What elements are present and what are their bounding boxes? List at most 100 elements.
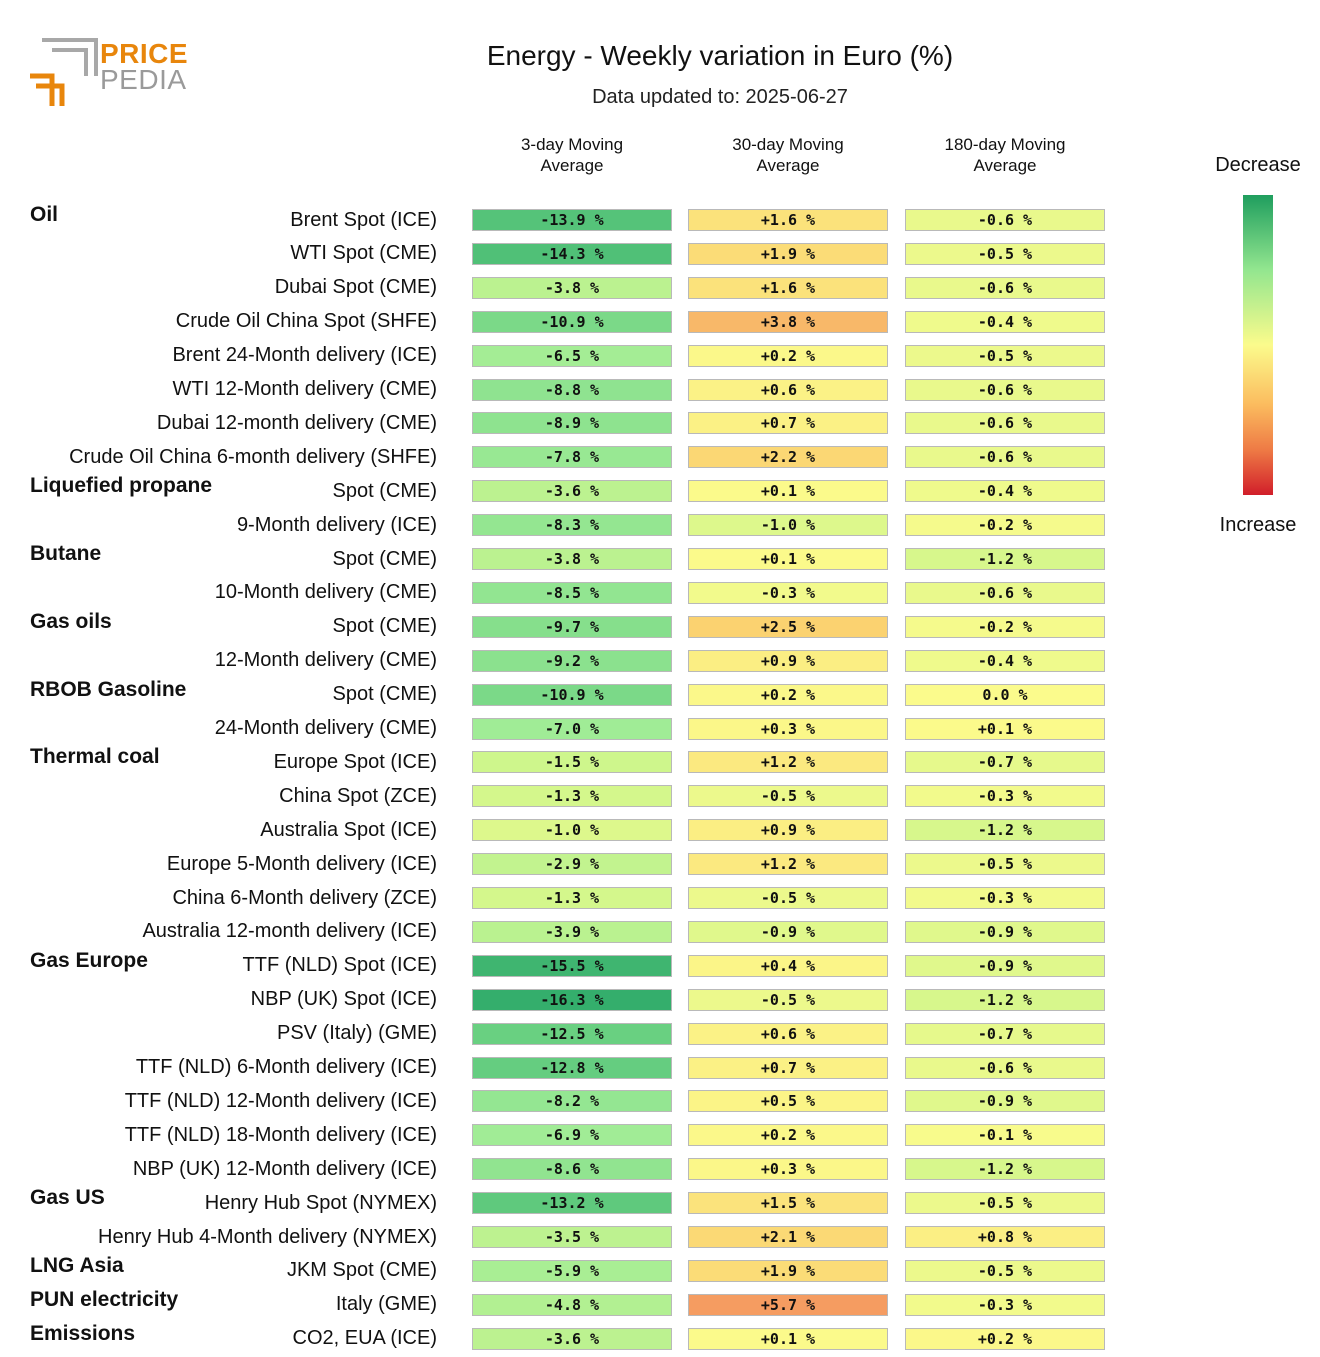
row-label: PSV (Italy) (GME): [276, 1022, 437, 1045]
heatmap-cell: -1.2 %: [905, 819, 1105, 842]
heatmap-cell: -3.8 %: [472, 276, 672, 299]
heatmap-cell: +0.1 %: [688, 480, 888, 503]
heatmap-cell: +1.2 %: [688, 751, 888, 774]
heatmap-cell: 0.0 %: [905, 683, 1105, 706]
heatmap-cell: -0.5 %: [905, 344, 1105, 367]
row-label: Brent 24-Month delivery (ICE): [172, 344, 437, 367]
heatmap-cell: -10.9 %: [472, 310, 672, 333]
heatmap-cell: -15.5 %: [472, 954, 672, 977]
heatmap-cell: +1.2 %: [688, 853, 888, 876]
heatmap-cell: -0.6 %: [905, 446, 1105, 469]
group-label: LNG Asia: [30, 1253, 124, 1277]
heatmap-cell: -1.2 %: [905, 548, 1105, 570]
heatmap-cell: +0.6 %: [688, 378, 888, 401]
heatmap-cell: -0.5 %: [905, 853, 1105, 876]
heatmap-cell: -8.6 %: [472, 1158, 672, 1181]
heatmap-cell: +0.2 %: [688, 344, 888, 367]
heatmap-cell: +0.7 %: [688, 1056, 888, 1079]
heatmap-cell: +0.1 %: [905, 717, 1105, 740]
row-label: TTF (NLD) 6-Month delivery (ICE): [135, 1056, 437, 1078]
heatmap-cell: -0.5 %: [688, 988, 888, 1011]
heatmap-cell: +2.2 %: [688, 446, 888, 469]
heatmap-cell: +2.5 %: [688, 615, 888, 638]
legend-decrease-label: Decrease: [1215, 154, 1301, 176]
heatmap-cell: -0.5 %: [688, 785, 888, 808]
heatmap-cell: +0.9 %: [688, 649, 888, 672]
row-label: Italy (GME): [335, 1293, 437, 1316]
heatmap-cell: +0.4 %: [688, 954, 888, 977]
group-label: Thermal coal: [30, 745, 160, 769]
heatmap-cell: -0.5 %: [905, 242, 1105, 265]
heatmap-cell: -14.3 %: [472, 242, 672, 265]
heatmap-cell: -1.2 %: [905, 988, 1105, 1011]
group-label: Oil: [30, 203, 59, 226]
logo-text-price: PRICE: [100, 38, 189, 69]
heatmap-cell: -8.9 %: [472, 412, 672, 435]
row-label: Brent Spot (ICE): [290, 208, 437, 231]
heatmap-cell: -0.6 %: [905, 209, 1105, 231]
row-label: TTF (NLD) 12-Month delivery (ICE): [124, 1089, 437, 1112]
heatmap-cell: -10.9 %: [472, 683, 672, 706]
chart-subtitle: Data updated to: 2025-06-27: [592, 86, 848, 108]
heatmap-cell: +2.1 %: [688, 1226, 888, 1248]
row-label: China 6-Month delivery (ZCE): [172, 886, 437, 909]
heatmap-cell: -3.6 %: [472, 1327, 672, 1350]
heatmap-cell: -3.9 %: [472, 920, 672, 943]
heatmap-cell: +0.2 %: [688, 1124, 888, 1147]
group-label: Gas Europe: [30, 948, 148, 972]
heatmap-cell: +0.3 %: [688, 717, 888, 740]
group-label: Gas oils: [30, 609, 112, 633]
heatmap-cell: -13.9 %: [472, 209, 672, 231]
heatmap-cell: -0.6 %: [905, 581, 1105, 604]
row-label: 12-Month delivery (CME): [214, 649, 437, 672]
row-label: Henry Hub Spot (NYMEX): [204, 1191, 437, 1214]
heatmap-cell: +3.8 %: [688, 310, 888, 333]
row-label: Crude Oil China Spot (SHFE): [175, 310, 437, 333]
heatmap-cell: -1.3 %: [472, 785, 672, 808]
row-label: Spot (CME): [332, 479, 437, 502]
heatmap-cell: +0.2 %: [688, 683, 888, 706]
group-label: Emissions: [30, 1321, 136, 1345]
heatmap-cell: -2.9 %: [472, 853, 672, 876]
heatmap-cell: -8.2 %: [472, 1090, 672, 1113]
heatmap-cell: -6.9 %: [472, 1124, 672, 1147]
row-label: 9-Month delivery (ICE): [236, 513, 437, 536]
logo-text-pedia: PEDIA: [100, 64, 187, 95]
heatmap-cell: -7.8 %: [472, 446, 672, 469]
heatmap-cell: +0.2 %: [905, 1327, 1105, 1350]
row-label: CO2, EUA (ICE): [292, 1327, 437, 1350]
group-label: PUN electricity: [30, 1287, 179, 1311]
heatmap-cell: -0.2 %: [905, 514, 1105, 537]
column-header: 30-day Moving Average: [732, 135, 844, 175]
heatmap-cell: +1.9 %: [688, 242, 888, 265]
row-label: Europe 5-Month delivery (ICE): [166, 852, 437, 875]
heatmap-cell: -0.6 %: [905, 276, 1105, 299]
heatmap-cell: -13.2 %: [472, 1192, 672, 1215]
heatmap-cell: -12.8 %: [472, 1056, 672, 1079]
heatmap-cell: -7.0 %: [472, 717, 672, 740]
heatmap-cell: -0.6 %: [905, 1056, 1105, 1079]
heatmap-cell: +1.6 %: [688, 276, 888, 299]
group-label: Butane: [30, 542, 102, 565]
row-label: Spot (CME): [332, 547, 437, 570]
heatmap-cell: +0.5 %: [688, 1090, 888, 1113]
heatmap-cell: -0.2 %: [905, 615, 1105, 638]
heatmap-cell: -6.5 %: [472, 344, 672, 367]
heatmap-cell: -0.3 %: [905, 1293, 1105, 1316]
heatmap-cell: -0.5 %: [905, 1259, 1105, 1282]
row-label: TTF (NLD) 18-Month delivery (ICE): [124, 1123, 437, 1146]
heatmap-cell: -0.7 %: [905, 1022, 1105, 1045]
heatmap-cell: -1.3 %: [472, 887, 672, 909]
heatmap-cell: -4.8 %: [472, 1293, 672, 1316]
heatmap-cell: -8.5 %: [472, 581, 672, 604]
row-label: Europe Spot (ICE): [273, 750, 437, 773]
heatmap-cell: -3.6 %: [472, 480, 672, 503]
row-label: Australia Spot (ICE): [260, 818, 437, 841]
heatmap-cell: +0.1 %: [688, 548, 888, 570]
heatmap-cell: +0.7 %: [688, 412, 888, 435]
heatmap-cell: -0.1 %: [905, 1124, 1105, 1147]
heatmap-cell: +0.9 %: [688, 819, 888, 842]
group-label: Liquefied propane: [30, 474, 213, 498]
row-label: 10-Month delivery (CME): [214, 581, 437, 604]
